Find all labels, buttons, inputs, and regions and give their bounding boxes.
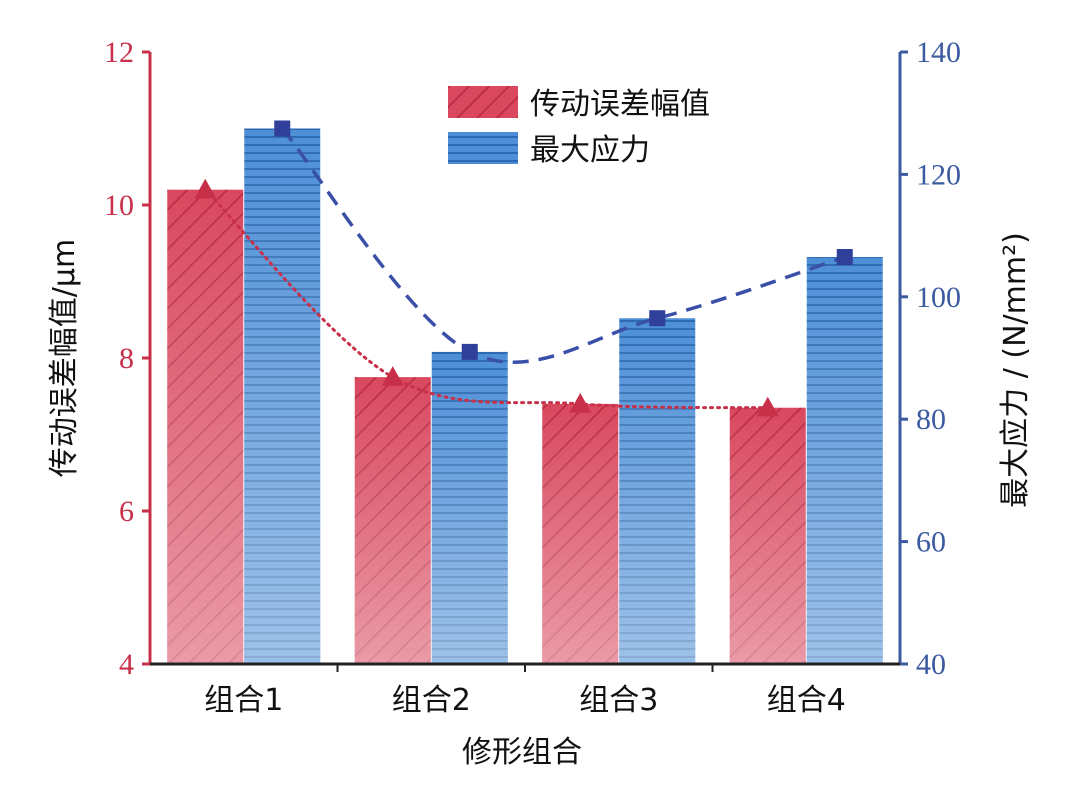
legend: 传动误差幅值 最大应力 xyxy=(448,86,710,168)
x-tick-label-4: 组合4 xyxy=(767,683,846,718)
marker-stress-1 xyxy=(274,120,291,137)
axes-layer: 4 6 8 10 12 40 60 80 100 120 140 组合1 组合2 组合3 组合4 xyxy=(104,36,961,718)
x-tick-label-2: 组合2 xyxy=(392,683,471,718)
bar-shade-stress-3 xyxy=(619,318,696,664)
legend-label-error: 传动误差幅值 xyxy=(530,87,710,122)
y-right-tick-label-40: 40 xyxy=(916,648,946,681)
bars-layer xyxy=(167,128,883,664)
marker-stress-4 xyxy=(836,249,853,266)
marker-error-3 xyxy=(569,392,592,413)
x-tick-label-1: 组合1 xyxy=(204,683,283,718)
y-right-tick-label-60: 60 xyxy=(916,526,946,559)
x-axis-title: 修形组合 xyxy=(462,735,582,770)
marker-stress-3 xyxy=(649,310,666,327)
y-left-tick-label-6: 6 xyxy=(119,495,134,528)
legend-swatch-error xyxy=(448,86,518,118)
legend-label-stress: 最大应力 xyxy=(530,133,650,168)
trend-lines-layer xyxy=(194,120,853,417)
marker-error-2 xyxy=(381,366,404,386)
x-tick-label-3: 组合3 xyxy=(579,683,658,718)
bar-shade-stress-4 xyxy=(806,257,883,664)
y-right-axis-title: 最大应力 / (N/mm²) xyxy=(998,232,1033,508)
bar-shade-stress-1 xyxy=(244,128,321,664)
legend-swatch-stress xyxy=(448,132,518,164)
bar-shade-error-1 xyxy=(167,189,244,664)
y-left-tick-label-12: 12 xyxy=(104,36,134,69)
marker-stress-2 xyxy=(461,343,478,360)
bar-shade-stress-2 xyxy=(431,351,508,664)
bar-shade-error-2 xyxy=(354,377,431,664)
y-right-tick-label-80: 80 xyxy=(916,403,946,436)
y-right-tick-label-100: 100 xyxy=(916,281,961,314)
y-right-tick-label-120: 120 xyxy=(916,158,961,191)
y-left-axis-title: 传动误差幅值/μm xyxy=(47,239,82,477)
marker-error-4 xyxy=(756,396,779,417)
trend-line-error xyxy=(203,188,770,410)
y-left-tick-label-8: 8 xyxy=(119,342,134,375)
y-right-tick-label-140: 140 xyxy=(916,36,961,69)
trend-line-stress xyxy=(280,127,846,364)
marker-error-1 xyxy=(194,178,217,199)
bar-shade-error-3 xyxy=(542,403,619,664)
bar-shade-error-4 xyxy=(729,407,806,664)
y-left-tick-label-10: 10 xyxy=(104,189,134,222)
y-left-tick-label-4: 4 xyxy=(119,648,134,681)
